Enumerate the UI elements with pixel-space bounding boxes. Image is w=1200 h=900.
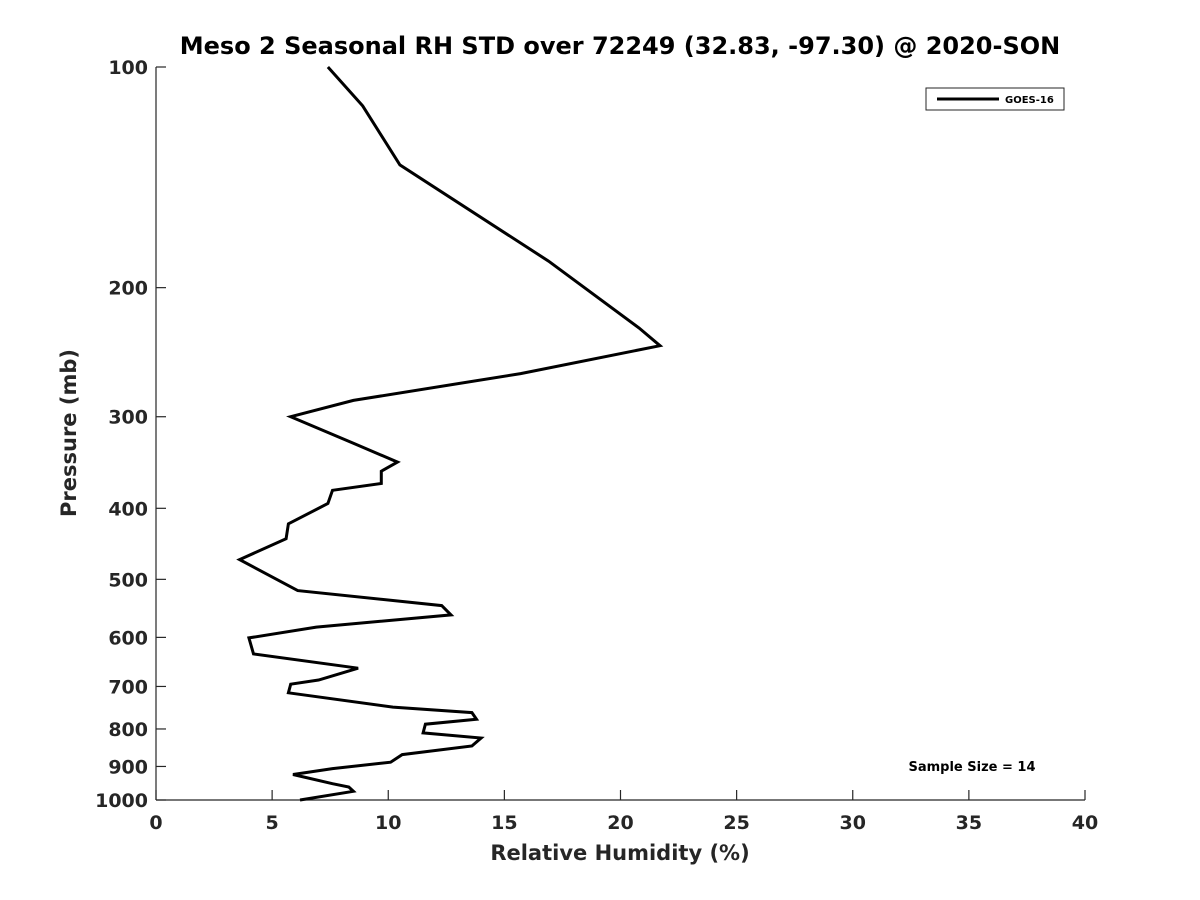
x-ticks: 0 5 10 15 20 25 30 35 40 bbox=[149, 790, 1098, 834]
x-axis-label: Relative Humidity (%) bbox=[490, 841, 749, 865]
legend: GOES-16 bbox=[925, 87, 1065, 111]
y-tick-label: 100 bbox=[108, 57, 148, 79]
y-axis-label: Pressure (mb) bbox=[57, 349, 81, 517]
y-tick-label: 700 bbox=[108, 676, 148, 698]
y-tick-label: 500 bbox=[108, 569, 148, 591]
x-tick-label: 25 bbox=[723, 812, 749, 834]
x-tick-label: 10 bbox=[375, 812, 401, 834]
x-tick-label: 35 bbox=[956, 812, 982, 834]
x-tick-label: 40 bbox=[1072, 812, 1098, 834]
chart-title: Meso 2 Seasonal RH STD over 72249 (32.83… bbox=[180, 32, 1061, 60]
x-tick-label: 15 bbox=[491, 812, 517, 834]
y-tick-label: 200 bbox=[108, 278, 148, 300]
y-tick-label: 800 bbox=[108, 719, 148, 741]
x-tick-label: 30 bbox=[840, 812, 866, 834]
y-tick-label: 600 bbox=[108, 627, 148, 649]
x-tick-label: 5 bbox=[266, 812, 279, 834]
x-tick-label: 20 bbox=[607, 812, 633, 834]
y-tick-label: 900 bbox=[108, 756, 148, 778]
legend-label-goes-16: GOES-16 bbox=[1005, 95, 1054, 106]
sample-size-annotation: Sample Size = 14 bbox=[908, 760, 1035, 775]
series-line-goes-16 bbox=[236, 65, 664, 802]
y-tick-label: 300 bbox=[108, 407, 148, 429]
y-tick-label: 400 bbox=[108, 498, 148, 520]
y-tick-label: 1000 bbox=[95, 790, 148, 812]
series-layer bbox=[236, 65, 664, 802]
y-ticks: 100 200 300 400 500 600 700 800 900 1000 bbox=[95, 57, 166, 812]
x-tick-label: 0 bbox=[149, 812, 162, 834]
